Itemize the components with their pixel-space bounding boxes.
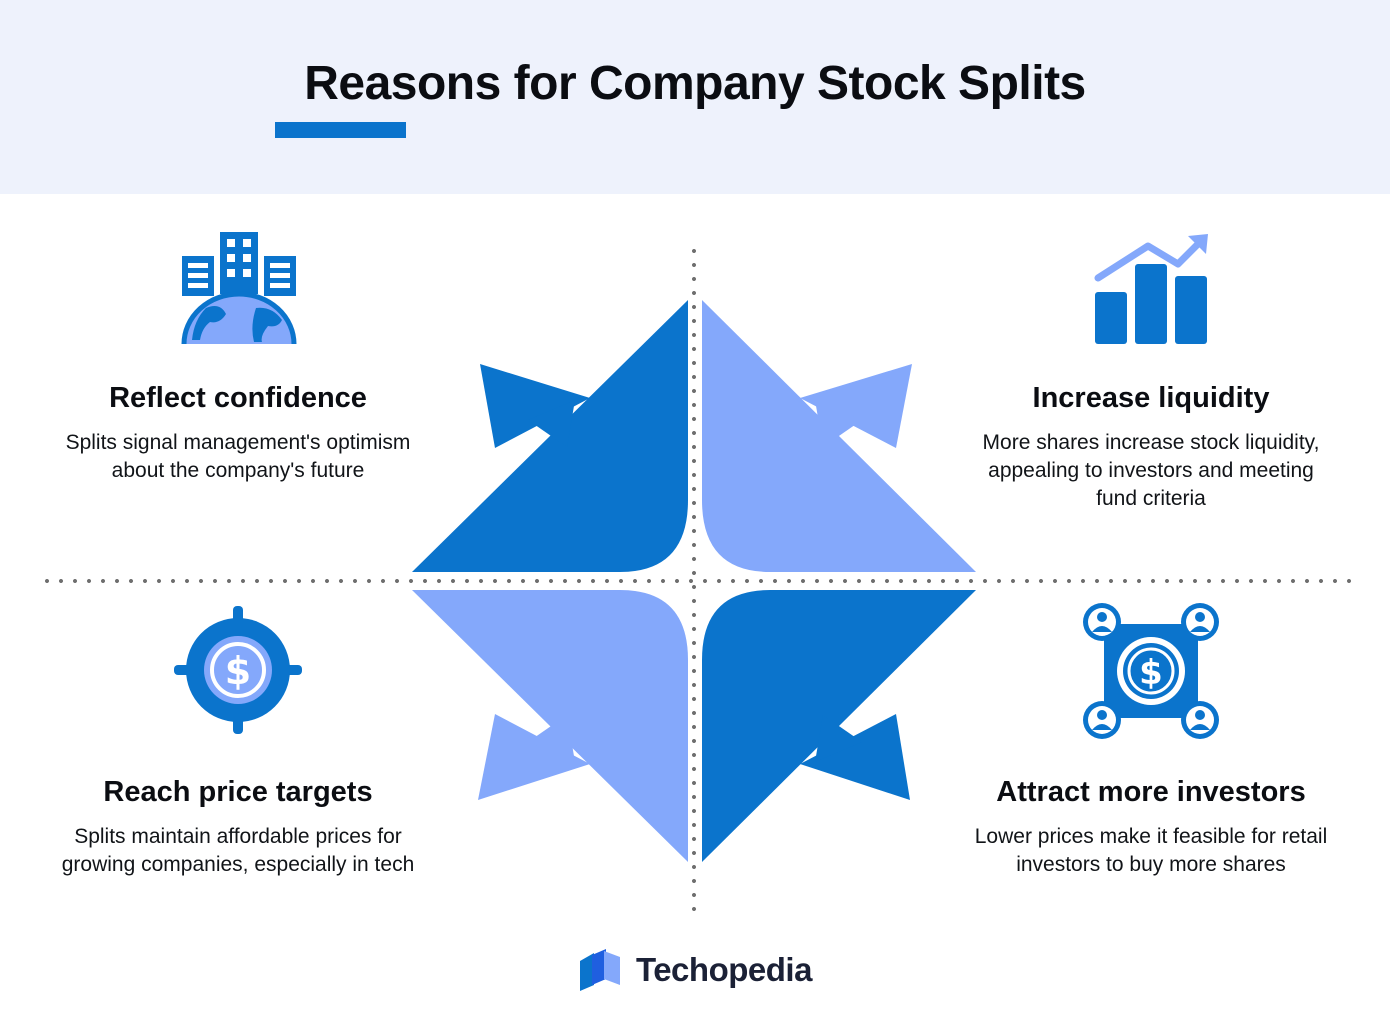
- bar-chart-growth-icon: [1094, 234, 1208, 344]
- brand: Techopedia: [578, 946, 812, 994]
- quadrant-reach-price-targets: Reach price targets Splits maintain affo…: [58, 776, 418, 879]
- svg-text:$: $: [225, 649, 251, 693]
- quadrant-description: Splits signal management's optimism abou…: [65, 431, 411, 482]
- quadrant-description: Splits maintain affordable prices for gr…: [61, 825, 415, 876]
- arrow-bottom-right: [702, 590, 976, 862]
- horizontal-divider: [40, 579, 1360, 583]
- svg-text:$: $: [1139, 653, 1163, 693]
- investors-network-icon: $: [1083, 603, 1219, 739]
- buildings-globe-icon: [181, 232, 297, 345]
- page-title: Reasons for Company Stock Splits: [304, 57, 1086, 110]
- techopedia-logo-icon: [580, 949, 620, 991]
- arrow-top-left: [412, 300, 688, 572]
- quadrant-description: More shares increase stock liquidity, ap…: [982, 431, 1320, 510]
- arrow-top-right: [702, 300, 976, 572]
- arrow-bottom-left: [412, 590, 688, 862]
- header-band: [0, 0, 1390, 194]
- brand-name: Techopedia: [636, 951, 812, 988]
- quadrant-title: Reach price targets: [103, 776, 373, 808]
- quadrant-title: Increase liquidity: [1032, 382, 1270, 414]
- quadrant-increase-liquidity: Increase liquidity More shares increase …: [971, 382, 1331, 513]
- quadrant-title: Attract more investors: [996, 776, 1306, 808]
- dollar-target-icon: $: [174, 606, 302, 734]
- quadrant-reflect-confidence: Reflect confidence Splits signal managem…: [58, 382, 418, 485]
- quadrant-attract-more-investors: Attract more investors Lower prices make…: [971, 776, 1331, 879]
- quadrant-description: Lower prices make it feasible for retail…: [974, 825, 1328, 876]
- vertical-divider: [692, 244, 696, 916]
- title-underline: [275, 122, 406, 138]
- quadrant-title: Reflect confidence: [109, 382, 367, 414]
